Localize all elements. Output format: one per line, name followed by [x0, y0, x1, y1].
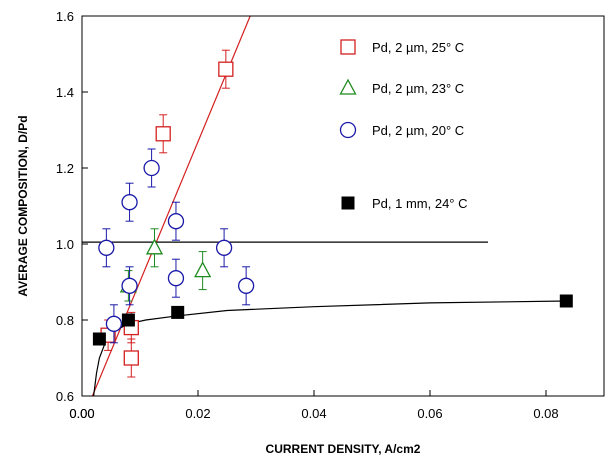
data-point-s1-4: [155, 126, 171, 142]
y-tick-label: 1.2: [56, 161, 74, 176]
legend-marker-3: [339, 121, 357, 139]
legend-label-3: Pd, 2 µm, 20° C: [372, 123, 464, 138]
data-point-s1-5: [218, 61, 234, 77]
legend-marker-4: [341, 196, 355, 210]
plot-frame: [81, 15, 605, 397]
legend-label-2: Pd, 2 µm, 23° C: [372, 81, 464, 96]
data-point-s4-1: [92, 332, 106, 346]
data-point-s4-3: [171, 305, 185, 319]
x-tick-label: 0.00: [69, 406, 94, 421]
x-tick-label: 0.04: [301, 406, 326, 421]
legend-marker-1: [340, 39, 356, 55]
data-point-s3-6: [167, 213, 185, 230]
data-point-s3-9: [237, 277, 255, 294]
legend-label-4: Pd, 1 mm, 24° C: [372, 196, 468, 211]
data-point-s3-7: [167, 270, 185, 287]
x-tick-label: 0.08: [533, 406, 558, 421]
x-axis: 0.000.00 0.02 0.04 0.06 0.08: [69, 390, 559, 421]
y-tick-label: 1.4: [56, 85, 74, 100]
data-point-s4-2: [121, 313, 135, 327]
y-tick-label: 1.0: [56, 237, 74, 252]
data-point-s3-8: [215, 239, 233, 256]
fit-lines: [82, 15, 567, 397]
data-point-s3-3: [121, 194, 138, 211]
x-tick-label: 0.00: [69, 406, 94, 421]
x-tick-label: 0.02: [185, 406, 210, 421]
fit-line-3: [93, 300, 567, 397]
data-point-s3-4: [121, 277, 138, 294]
data-marks: [92, 49, 573, 378]
y-tick-label: 0.8: [56, 313, 74, 328]
legend-label-1: Pd, 2 µm, 25° C: [372, 40, 464, 55]
legend: Pd, 2 µm, 25° C Pd, 2 µm, 23° C Pd, 2 µm, …: [339, 39, 468, 211]
y-axis: 0.6 0.8 1.0 1.2 1.4 1.6: [56, 9, 88, 404]
y-tick-label: 0.6: [56, 389, 74, 404]
y-axis-title: AVERAGE COMPOSITION, D/Pd: [16, 115, 30, 296]
fit-line-1: [91, 15, 251, 397]
data-point-s2-3: [194, 261, 212, 278]
y-tick-label: 1.6: [56, 9, 74, 24]
legend-marker-2: [339, 78, 357, 95]
data-point-s4-4: [559, 294, 573, 308]
data-point-s3-5: [143, 159, 160, 177]
x-axis-title: CURRENT DENSITY, A/cm2: [266, 442, 421, 456]
x-tick-label: 0.06: [417, 406, 442, 421]
data-point-s2-2: [145, 238, 164, 255]
data-point-s1-3: [123, 350, 139, 366]
data-point-s3-1: [98, 239, 115, 256]
data-point-s3-2: [105, 315, 123, 332]
